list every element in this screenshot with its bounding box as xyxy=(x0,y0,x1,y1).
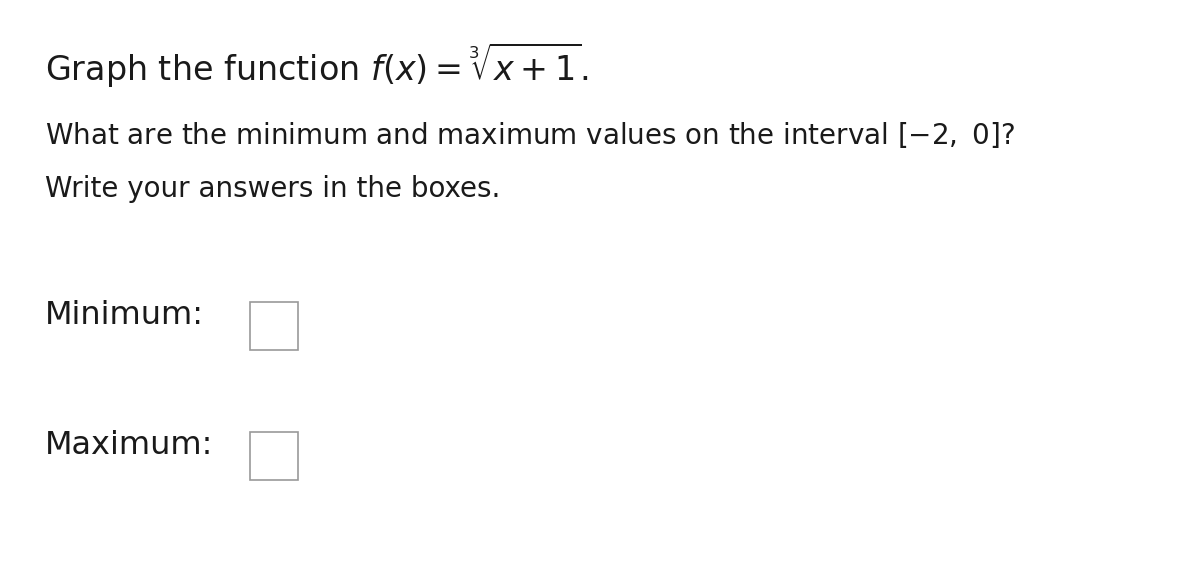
Text: What are the minimum and maximum values on the interval $[-2,\ 0]$?: What are the minimum and maximum values … xyxy=(46,120,1015,150)
Text: Maximum:: Maximum: xyxy=(46,430,214,461)
Text: Graph the function $f\left(x\right) = \sqrt[3]{x + 1}.$: Graph the function $f\left(x\right) = \s… xyxy=(46,40,589,89)
Text: Minimum:: Minimum: xyxy=(46,300,204,331)
Text: Write your answers in the boxes.: Write your answers in the boxes. xyxy=(46,175,500,203)
